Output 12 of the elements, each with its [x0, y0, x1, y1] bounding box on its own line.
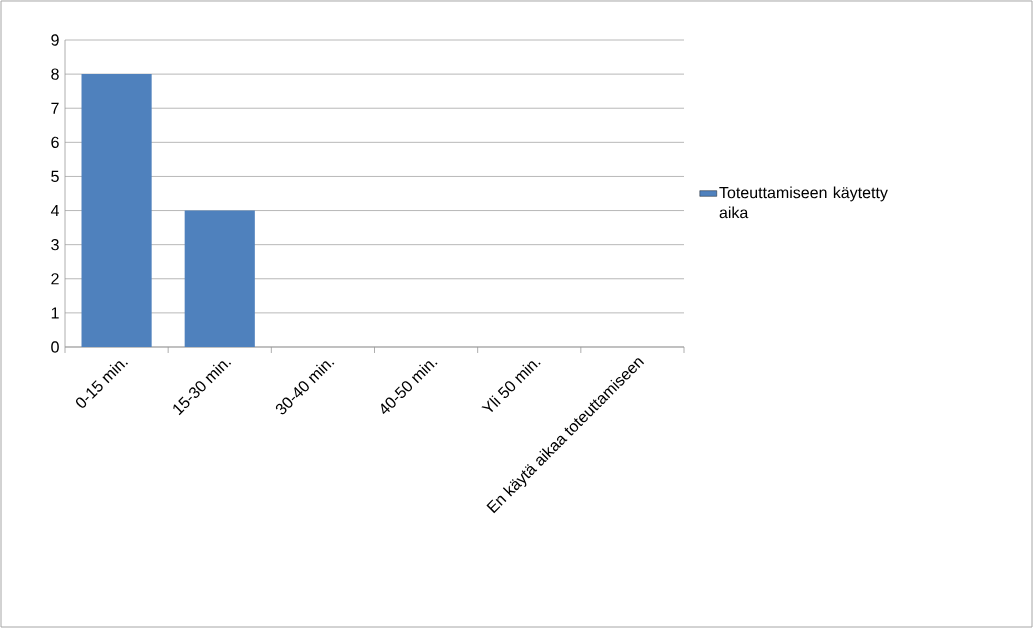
x-tick-label: Yli 50 min. — [481, 361, 541, 413]
y-tick-label: 3 — [51, 239, 59, 251]
y-tick-label: 1 — [51, 307, 59, 319]
y-tick-label: 2 — [51, 273, 59, 285]
y-tick-label: 4 — [50, 205, 60, 217]
y-tick-label: 7 — [51, 102, 59, 114]
y-tick-label: 0 — [51, 341, 59, 353]
y-tick-label: 5 — [51, 170, 59, 183]
y-tick-label: 8 — [51, 68, 59, 80]
y-tick-label: 6 — [51, 136, 59, 148]
y-tick-label: 9 — [51, 34, 59, 46]
legend-label: Toteuttamiseen käytetty aika — [719, 186, 888, 219]
